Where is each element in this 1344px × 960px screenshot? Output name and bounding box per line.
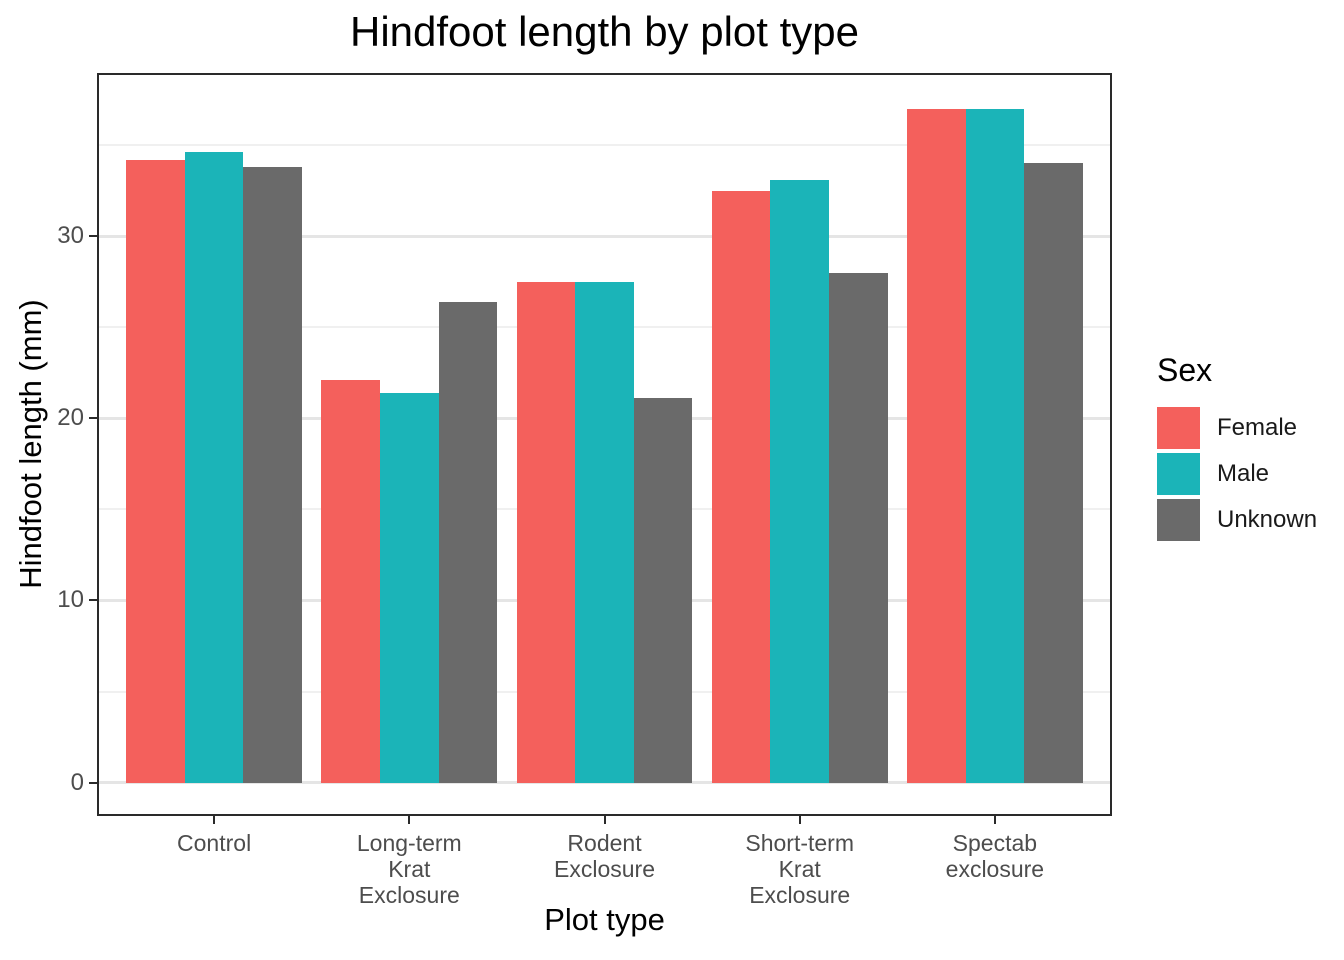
bar-female-1: [126, 159, 185, 783]
gridline-major: [97, 781, 1112, 785]
gridline-minor: [97, 143, 1112, 146]
x-tick-label: Control: [177, 830, 251, 856]
bar-female-5: [907, 108, 966, 783]
x-axis-title: Plot type: [544, 902, 665, 937]
y-tick-label: 20: [57, 404, 84, 432]
x-tick-mark: [993, 816, 996, 824]
legend-entry: Female: [1157, 407, 1317, 449]
legend-label: Male: [1217, 460, 1270, 487]
bar-male-5: [965, 108, 1025, 783]
x-tick-mark: [213, 816, 216, 824]
y-tick-mark: [89, 235, 97, 238]
bar-male-4: [770, 179, 829, 783]
x-tick-label-line: Spectab: [952, 830, 1038, 856]
x-tick-mark: [603, 816, 606, 824]
legend-label: Unknown: [1217, 506, 1318, 533]
x-tick-label: Long-term Krat Exclosure: [357, 830, 462, 908]
y-tick-label: 0: [70, 768, 84, 796]
x-tick-label-line: Control: [177, 830, 252, 856]
x-tick-label-line: Rodent: [567, 830, 642, 856]
y-axis-title: Hindfoot length (mm): [13, 299, 48, 589]
bar-unknown-1: [243, 166, 302, 783]
x-tick-label: Short-term Krat Exclosure: [745, 830, 854, 908]
y-tick-mark: [89, 781, 97, 784]
legend-swatch-unknown: [1157, 499, 1200, 541]
legend-entry: Unknown: [1157, 499, 1317, 541]
legend-entry: Male: [1157, 453, 1317, 495]
x-tick-mark: [798, 816, 801, 824]
legend-swatch-male: [1157, 453, 1200, 495]
x-tick-label-line: Krat: [778, 856, 821, 882]
gridline-major: [97, 234, 1112, 238]
bar-male-3: [575, 281, 634, 783]
x-tick-label: Rodent Exclosure: [554, 830, 655, 882]
x-tick-label: Spectab exclosure: [946, 830, 1044, 882]
bar-male-1: [184, 152, 244, 783]
bar-unknown-5: [1024, 163, 1083, 783]
bar-female-2: [321, 380, 381, 783]
legend-label: Female: [1217, 414, 1298, 441]
bar-unknown-2: [438, 301, 498, 783]
bar-male-2: [380, 392, 439, 783]
x-tick-label-line: exclosure: [945, 856, 1045, 882]
x-tick-label-line: Exclosure: [358, 882, 460, 908]
legend: Sex Female Male Unknown: [1157, 352, 1317, 545]
y-tick-label: 30: [57, 222, 84, 250]
x-tick-label-line: Exclosure: [749, 882, 851, 908]
x-tick-label-line: Short-term: [745, 830, 855, 856]
bar-female-4: [711, 190, 771, 783]
x-tick-label-line: Long-term: [356, 830, 462, 856]
x-tick-label-line: Krat: [388, 856, 431, 882]
x-tick-mark: [408, 816, 411, 824]
plot-panel: [97, 73, 1112, 816]
legend-swatch-female: [1157, 407, 1200, 449]
chart-title: Hindfoot length by plot type: [349, 8, 859, 55]
legend-entries: Female Male Unknown: [1157, 407, 1317, 541]
bar-female-3: [516, 281, 576, 783]
legend-title: Sex: [1157, 352, 1213, 388]
y-tick-label: 10: [57, 586, 84, 614]
y-tick-mark: [89, 599, 97, 602]
bar-unknown-4: [828, 272, 888, 783]
x-tick-label-line: Exclosure: [554, 856, 655, 882]
bar-unknown-3: [633, 398, 693, 783]
y-tick-mark: [89, 417, 97, 420]
